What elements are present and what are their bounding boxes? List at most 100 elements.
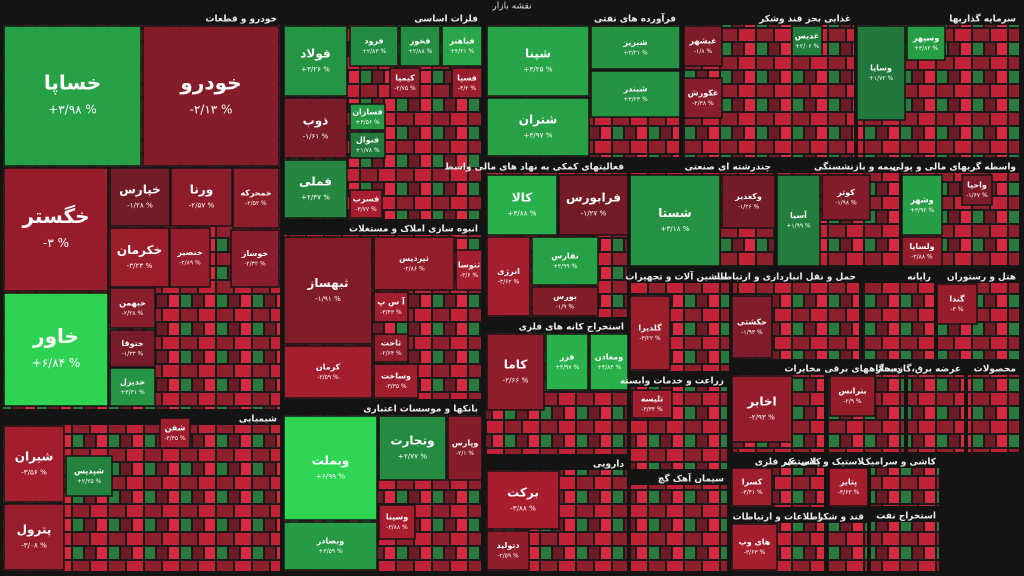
stock-tile: [531, 236, 599, 286]
stock-tile: [791, 25, 823, 57]
stock-tile: [486, 174, 558, 236]
sector-header: [827, 362, 905, 375]
stock-change: -۳/۲۳ %: [127, 261, 153, 270]
stock-change: -۲/۸۶ %: [403, 266, 425, 273]
stock-change: -۳ %: [43, 236, 69, 250]
stock-name: بترانس: [838, 387, 866, 397]
stock-name: خگستر: [21, 204, 89, 228]
sector: [966, 361, 1021, 454]
stock-tile: [631, 389, 673, 419]
stock-tile: [373, 236, 455, 291]
stock-name: اخابر: [746, 394, 776, 408]
sector-title: استخراج نفت: [876, 512, 936, 522]
stock-change: -۲/۹ %: [843, 398, 862, 405]
stock-change: +۳/۲۳ %: [623, 96, 648, 103]
stock-name: ثنوسا: [458, 261, 480, 270]
stock-name: شتران: [519, 112, 558, 126]
sector-title: زراعت و خدمات وابسته: [620, 377, 724, 387]
stock-change: -۲/۶۴ %: [380, 350, 402, 357]
stock-change: -۲/۱ %: [456, 450, 475, 457]
sector-title: کاشی و سرامیک: [862, 458, 937, 468]
sector-title: چندرشته ای صنعتی: [685, 163, 771, 173]
sector-header: [630, 374, 728, 387]
stock-tile: [486, 97, 590, 157]
sector-header: [870, 509, 940, 522]
stock-tile: [283, 159, 348, 219]
stock-tile: [486, 25, 590, 97]
stock-name: نفارس: [551, 252, 578, 262]
stock-tile: [731, 467, 773, 507]
stock-change: +۱/۷۲ %: [869, 75, 894, 82]
stock-name: فملی: [299, 174, 332, 188]
stock-change: -۳/۲۲ %: [639, 335, 661, 342]
stock-name: فخوز: [409, 37, 431, 46]
sector-header: [827, 455, 868, 468]
stock-change: +۲/۸۸ %: [408, 48, 433, 55]
stock-tile: [3, 292, 109, 407]
stock-change: -۲/۵۹ %: [497, 553, 519, 560]
stock-name: ثاخت: [381, 339, 401, 348]
stock-tile: [906, 25, 946, 61]
stock-name: خکرمان: [117, 243, 162, 257]
sector-header: [485, 457, 628, 470]
sector-header: [485, 12, 680, 25]
stock-change: +۴/۲۵ %: [523, 64, 552, 73]
stock-change: -۳/۸۸ %: [386, 524, 408, 531]
stock-name: کوثر: [836, 188, 855, 197]
stock-name: وپارس: [452, 439, 479, 449]
stock-name: وکغدیر: [734, 192, 762, 201]
stock-tile: [349, 131, 386, 159]
sector-title: شیمیایی: [239, 415, 277, 425]
stock-change: +۲/۷۷ %: [398, 451, 427, 460]
sector-header: [730, 510, 825, 523]
sector: [861, 269, 936, 361]
stock-change: -۳/۶ %: [460, 272, 479, 279]
stock-name: فرابورس: [566, 190, 621, 205]
stock-tile: [590, 70, 681, 118]
stock-change: -۳/۸۸ %: [510, 503, 536, 512]
stock-tile: [776, 174, 821, 267]
stock-tile: [447, 415, 483, 481]
stock-change: +۴/۳۱ %: [450, 48, 475, 55]
stock-tile: [3, 425, 65, 503]
stock-name: خودرو: [179, 71, 241, 95]
stock-name: خنصیر: [176, 248, 202, 257]
stock-name: وسایا: [870, 64, 892, 73]
stock-tile: [399, 25, 441, 67]
stock-change: +۳/۵۹ %: [318, 548, 343, 555]
stock-change: -۲/۷۵ %: [394, 85, 416, 92]
sector-title: اطلاعات و ارتباطات: [733, 513, 821, 523]
stock-name: کاما: [504, 357, 527, 371]
stock-name: گلدیرا: [638, 323, 662, 333]
stock-tile: [731, 295, 773, 359]
sector-header: [283, 402, 482, 415]
stock-change: -۱/۶۱ %: [303, 131, 329, 140]
sector-title: سرمایه گذاریها: [949, 13, 1016, 25]
sector-header: [2, 412, 281, 425]
stock-name: ولساپا: [909, 242, 934, 251]
stock-name: بورس: [553, 292, 577, 302]
sector-title: فلزات اساسی: [414, 15, 478, 25]
sector-header: [967, 362, 1020, 375]
sector-header: [732, 270, 860, 283]
stock-change: -۲/۲۸ %: [122, 310, 144, 317]
stock-tile: [283, 97, 348, 159]
sector-title: ماشین آلات و تجهیزات: [625, 271, 726, 283]
stock-name: شفن: [165, 424, 186, 433]
stock-name: فسرب: [353, 195, 379, 204]
stock-name: پتایر: [839, 478, 857, 487]
sector-header: [907, 362, 965, 375]
stock-tile: [170, 167, 233, 227]
stock-change: +۳/۲۶ %: [301, 64, 330, 73]
stock-tile: [109, 329, 156, 368]
sector-title: مخابرات: [784, 365, 821, 375]
stock-tile: [629, 174, 721, 267]
stock-change: +۳/۹۸ %: [48, 103, 97, 117]
sector-header: [730, 455, 825, 468]
sector-title: بانکها و موسسات اعتباری: [363, 405, 478, 415]
stock-tile: [629, 295, 671, 371]
sector-header: [937, 270, 1020, 283]
stock-name: خوساز: [241, 249, 268, 258]
stock-change: +۳/۳۱ %: [120, 389, 145, 396]
stock-name: شپنا: [525, 46, 551, 60]
